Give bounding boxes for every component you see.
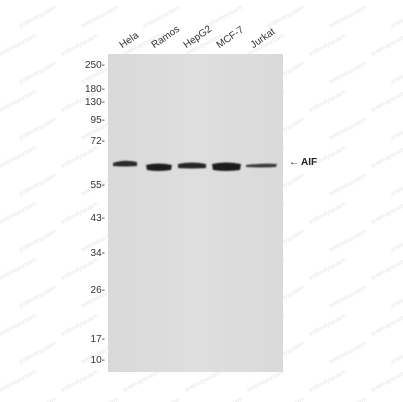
marker-72: 72- xyxy=(90,136,105,147)
western-blot-membrane xyxy=(108,54,283,372)
left-arrow-icon: ← xyxy=(289,157,299,168)
marker-250: 250- xyxy=(84,60,105,71)
band-ramos xyxy=(146,163,172,171)
marker-95: 95- xyxy=(90,115,105,126)
marker-17: 17- xyxy=(90,334,105,345)
marker-34: 34- xyxy=(90,248,105,259)
marker-26: 26- xyxy=(90,285,105,296)
marker-43: 43- xyxy=(90,213,105,224)
marker-180: 180- xyxy=(84,84,105,95)
marker-55: 55- xyxy=(90,180,105,191)
band-jurkat xyxy=(246,163,277,168)
band-mcf7 xyxy=(212,162,241,171)
target-label: AIF xyxy=(301,157,318,168)
marker-130: 130- xyxy=(84,97,105,108)
target-annotation: ← AIF xyxy=(289,157,317,168)
band-hela xyxy=(113,160,137,167)
band-hepg2 xyxy=(178,162,206,169)
marker-10: 10- xyxy=(90,355,105,366)
